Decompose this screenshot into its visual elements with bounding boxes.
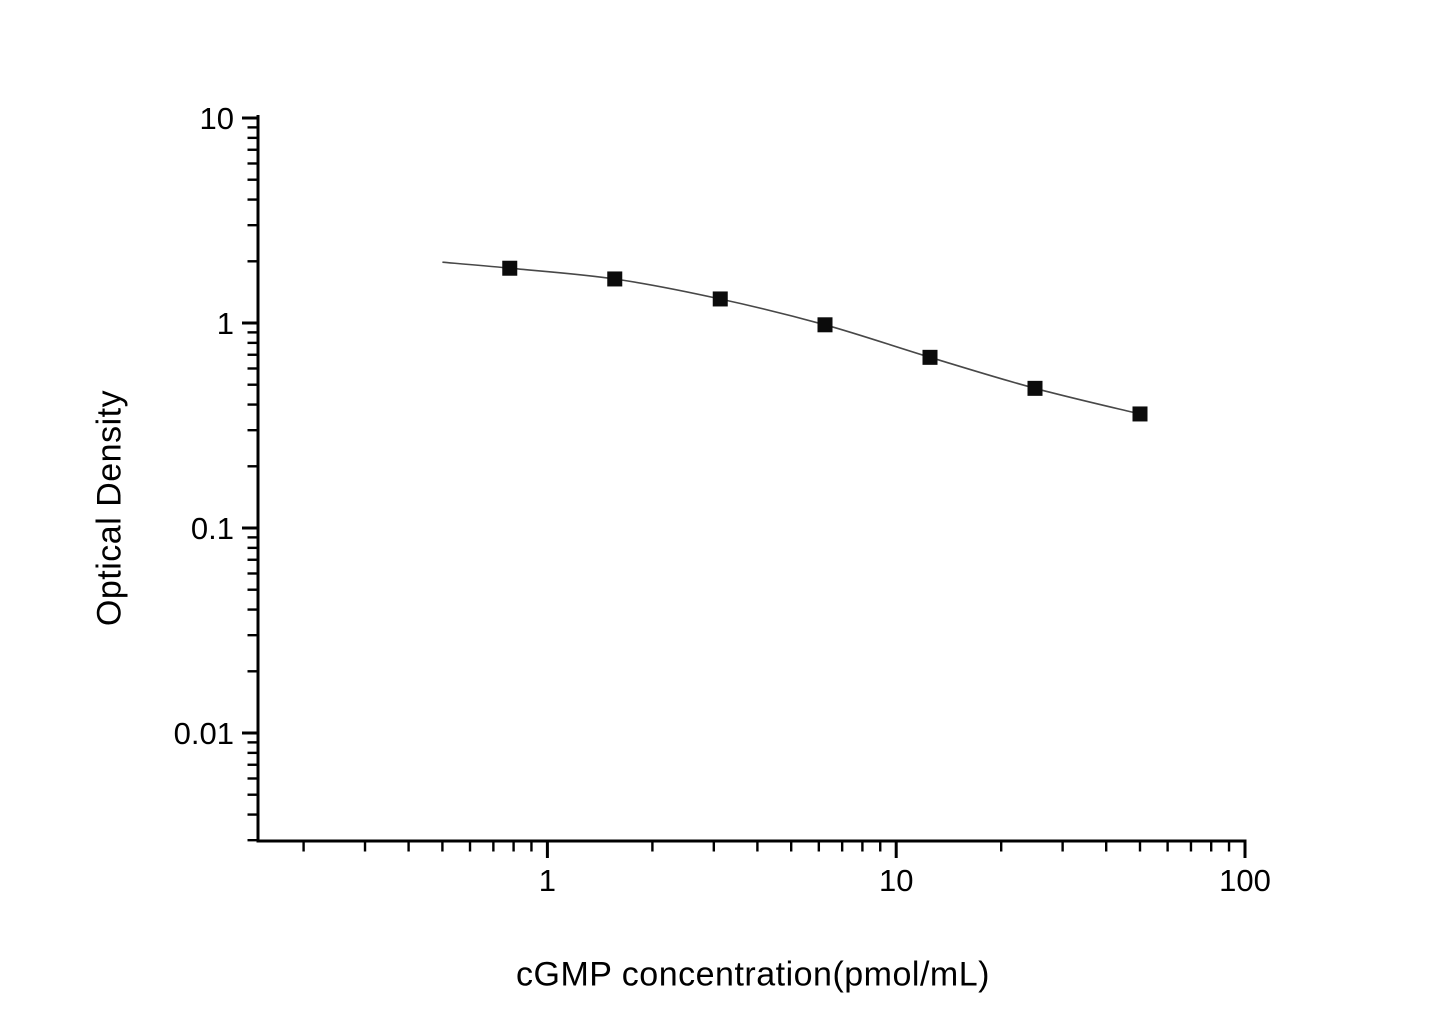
standard-curve-line bbox=[442, 261, 1141, 415]
data-point-marker bbox=[1027, 380, 1043, 396]
y-axis-title: Optical Density bbox=[90, 389, 129, 627]
x-tick-label: 100 bbox=[1219, 863, 1271, 898]
y-tick-label: 1 bbox=[217, 306, 234, 341]
x-tick-label: 10 bbox=[879, 863, 913, 898]
data-point-marker bbox=[502, 260, 518, 276]
data-point-marker bbox=[1132, 406, 1148, 422]
data-point-marker bbox=[922, 349, 938, 365]
x-axis-title: cGMP concentration(pmol/mL) bbox=[516, 955, 990, 994]
y-tick-label: 0.1 bbox=[191, 511, 234, 546]
data-point-marker bbox=[817, 317, 833, 333]
y-tick-label: 0.01 bbox=[174, 716, 234, 751]
y-tick-label: 10 bbox=[200, 101, 234, 136]
x-tick-label: 1 bbox=[539, 863, 556, 898]
data-point-marker bbox=[607, 271, 623, 287]
data-point-marker bbox=[712, 291, 728, 307]
